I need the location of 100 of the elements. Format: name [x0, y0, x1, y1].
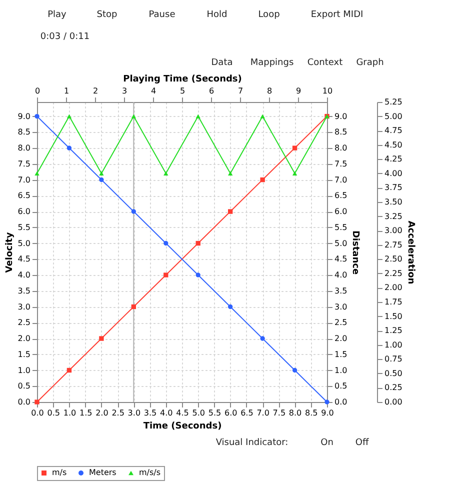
x2-tick-label: 9 [296, 86, 302, 96]
point [34, 114, 40, 119]
y3-tick-label: 0.25 [384, 383, 402, 392]
x-tick-label: 8.5 [305, 408, 318, 418]
y3-tick-label: 1.75 [384, 298, 402, 306]
x-tick-label: 5.5 [208, 408, 222, 418]
y3-tick-label: 4.75 [384, 126, 402, 136]
y-tick-label: 2.5 [18, 318, 30, 328]
y-tick-label: 7.5 [18, 159, 30, 168]
y3-tick-label: 2.50 [384, 254, 402, 264]
y2-tick-label: 4.0 [334, 270, 348, 280]
point [292, 146, 298, 150]
x-axis-title: Time (Seconds) [143, 422, 222, 432]
x-tick-label: 8.0 [288, 408, 302, 418]
x2-tick-label: 1 [64, 86, 70, 96]
x-tick-label: 7.0 [256, 408, 270, 418]
text: Mappings [250, 58, 294, 68]
y2-tick-label: 2.5 [334, 318, 348, 328]
y3-tick-label: 3.50 [384, 198, 402, 206]
y3-tick-label: 4.50 [384, 140, 402, 150]
x-tick-label: 0.0 [31, 408, 44, 418]
x2-tick-label: 3 [122, 86, 128, 96]
y-tick-label: 0.0 [18, 398, 30, 406]
text: Off [355, 438, 370, 448]
x2-tick-label: 10 [322, 86, 333, 96]
text: Context [307, 58, 344, 68]
y-tick-label: 8.0 [18, 144, 30, 153]
y-tick-label: 5.0 [18, 238, 30, 248]
x2-tick-label: 8 [266, 86, 272, 96]
x2-tick-label: 0 [34, 86, 40, 96]
y3-tick-label: 3.25 [384, 212, 402, 221]
y-tick-label: 4.0 [18, 270, 30, 280]
x2-tick-label: 6 [208, 86, 214, 96]
y2-tick-label: 0.0 [334, 398, 348, 406]
y2-tick-label: 5.5 [334, 222, 348, 232]
y2-tick-label: 1.5 [334, 350, 348, 359]
point [131, 304, 136, 310]
point [34, 400, 40, 404]
y2-tick-label: 9.0 [334, 112, 348, 121]
y-tick-label: 1.0 [18, 366, 30, 375]
y-tick-label: 6.5 [18, 191, 30, 200]
y2-axis-title: Distance [350, 230, 360, 275]
y-tick-label: 3.0 [18, 302, 30, 312]
y-tick-label: 2.0 [18, 334, 30, 344]
legend-label: m/s/s [139, 468, 161, 477]
point [196, 272, 200, 278]
x-tick-label: 3.0 [128, 408, 141, 418]
x2-tick-label: 5 [180, 86, 186, 96]
y2-tick-label: 2.0 [334, 334, 348, 344]
y3-tick-label: 0.50 [384, 368, 402, 378]
point [164, 240, 168, 246]
x-tick-label: 1.5 [79, 408, 92, 418]
x-tick-label: 6.0 [224, 408, 238, 418]
y-tick-label: 9.0 [18, 112, 30, 121]
x-tick-label: 0.5 [47, 408, 60, 418]
y-axis-title: Velocity [4, 232, 15, 273]
y-tick-label: 8.5 [18, 128, 30, 137]
x-tick-label: 7.5 [272, 408, 286, 418]
y3-tick-label: 2.25 [384, 268, 402, 278]
x-tick-label: 1.0 [63, 408, 76, 418]
point [324, 400, 330, 404]
y3-axis-title: Acceleration [405, 220, 416, 284]
y2-tick-label: 8.5 [334, 128, 348, 137]
y3-tick-label: 1.00 [384, 340, 402, 350]
point [66, 146, 72, 150]
y2-tick-label: 4.5 [334, 254, 348, 264]
y3-tick-label: 4.25 [384, 154, 402, 164]
y3-tick-label: 2.75 [384, 240, 402, 250]
y2-tick-label: 1.0 [334, 366, 348, 375]
x-tick-label: 3.5 [144, 408, 157, 418]
y3-tick-label: 0.00 [384, 398, 402, 406]
y3-tick-label: 5.25 [384, 98, 402, 106]
y2-tick-label: 3.0 [334, 302, 348, 312]
y-tick-label: 1.5 [18, 350, 30, 359]
y2-tick-label: 8.0 [334, 144, 348, 153]
x2-tick-label: 2 [92, 86, 98, 96]
y-tick-label: 4.5 [18, 254, 30, 264]
x2-tick-label: 4 [150, 86, 156, 96]
y3-tick-label: 1.25 [384, 326, 402, 336]
point [292, 368, 298, 373]
y2-tick-label: 0.5 [334, 382, 348, 391]
x2-axis-title: Playing Time (Seconds) [123, 74, 242, 84]
y-tick-label: 0.5 [18, 382, 30, 391]
x-tick-label: 6.5 [240, 408, 254, 418]
y2-tick-label: 7.0 [334, 175, 348, 184]
point [99, 336, 104, 341]
text: On [320, 438, 334, 448]
x-tick-label: 9.0 [321, 408, 334, 418]
y2-tick-label: 3.5 [334, 286, 348, 296]
text: 0:03 / 0:11 [40, 32, 90, 42]
text: Data [211, 58, 233, 68]
y2-tick-label: 7.5 [334, 159, 348, 168]
y3-tick-label: 2.00 [384, 283, 402, 292]
point [66, 368, 72, 373]
x-tick-label: 2.5 [112, 408, 124, 418]
y3-tick-label: 3.75 [384, 183, 402, 192]
y3-tick-label: 1.50 [384, 312, 402, 321]
point [228, 304, 233, 310]
y-tick-label: 3.5 [18, 286, 30, 296]
text: Visual Indicator: [216, 438, 288, 448]
